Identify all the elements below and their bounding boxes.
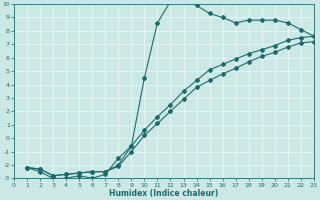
X-axis label: Humidex (Indice chaleur): Humidex (Indice chaleur) bbox=[109, 189, 219, 198]
